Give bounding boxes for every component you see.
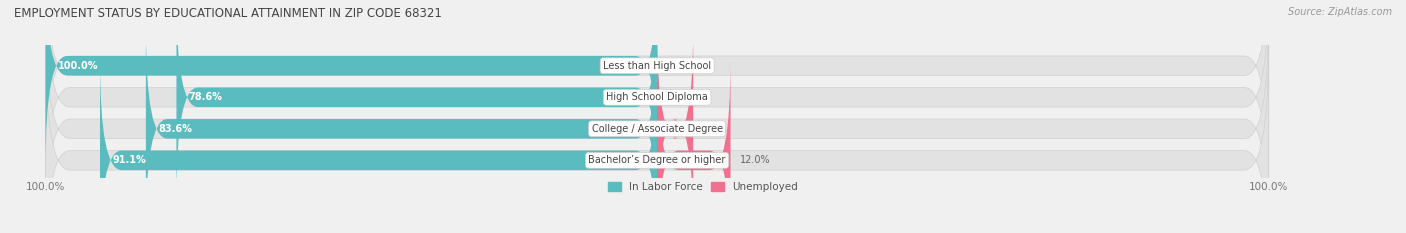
FancyBboxPatch shape (100, 60, 657, 233)
FancyBboxPatch shape (657, 28, 693, 229)
FancyBboxPatch shape (45, 0, 1268, 182)
Text: Less than High School: Less than High School (603, 61, 711, 71)
Text: 0.0%: 0.0% (666, 61, 690, 71)
Text: 83.6%: 83.6% (157, 124, 193, 134)
Text: Source: ZipAtlas.com: Source: ZipAtlas.com (1288, 7, 1392, 17)
Text: 78.6%: 78.6% (188, 92, 222, 102)
FancyBboxPatch shape (45, 44, 1268, 233)
FancyBboxPatch shape (45, 13, 1268, 233)
FancyBboxPatch shape (45, 0, 657, 166)
Text: 91.1%: 91.1% (112, 155, 146, 165)
Text: 100.0%: 100.0% (58, 61, 98, 71)
FancyBboxPatch shape (146, 28, 657, 229)
FancyBboxPatch shape (176, 0, 657, 198)
Text: High School Diploma: High School Diploma (606, 92, 709, 102)
Text: 12.0%: 12.0% (740, 155, 770, 165)
Text: 0.0%: 0.0% (666, 92, 690, 102)
FancyBboxPatch shape (45, 0, 1268, 214)
Text: 5.9%: 5.9% (703, 124, 727, 134)
FancyBboxPatch shape (657, 60, 731, 233)
Legend: In Labor Force, Unemployed: In Labor Force, Unemployed (609, 182, 797, 192)
Text: EMPLOYMENT STATUS BY EDUCATIONAL ATTAINMENT IN ZIP CODE 68321: EMPLOYMENT STATUS BY EDUCATIONAL ATTAINM… (14, 7, 441, 20)
Text: College / Associate Degree: College / Associate Degree (592, 124, 723, 134)
Text: Bachelor’s Degree or higher: Bachelor’s Degree or higher (589, 155, 725, 165)
